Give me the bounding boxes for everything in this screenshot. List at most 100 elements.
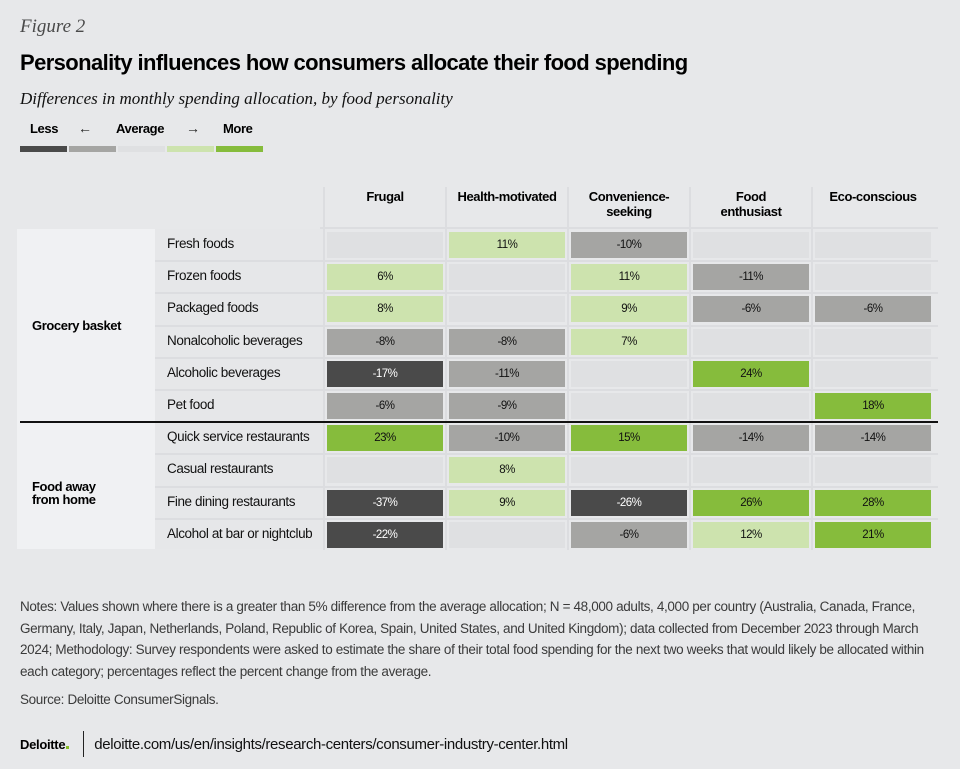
chart-subtitle: Differences in monthly spending allocati… xyxy=(20,89,453,108)
row-separator xyxy=(155,260,938,263)
heatmap-cell xyxy=(815,264,931,291)
column-separator xyxy=(689,187,691,550)
column-header: Health-motivated xyxy=(457,189,557,204)
chart-title: Personality influences how consumers all… xyxy=(20,50,688,75)
heatmap-cell: 8% xyxy=(327,296,443,323)
column-separator xyxy=(811,187,813,550)
row-label: Nonalcoholic beverages xyxy=(167,332,303,348)
source-text: Source: Deloitte ConsumerSignals. xyxy=(20,692,219,707)
heatmap-cell: -8% xyxy=(327,328,443,355)
heatmap-cell: 9% xyxy=(571,296,687,323)
legend-swatch-less xyxy=(69,146,116,152)
heatmap-cell xyxy=(693,328,809,355)
heatmap-cell xyxy=(815,360,931,387)
row-label: Quick service restaurants xyxy=(167,429,310,445)
row-label: Packaged foods xyxy=(167,300,259,316)
legend-swatch-average xyxy=(118,146,165,152)
heatmap-cell xyxy=(327,457,443,484)
heatmap-cell: -14% xyxy=(693,425,809,452)
column-header: Food enthusiast xyxy=(720,189,782,219)
heatmap-cell: 11% xyxy=(571,264,687,291)
row-separator xyxy=(155,485,938,488)
group-label: Food away from home xyxy=(32,478,96,507)
heatmap-table: Grocery basket Food away from home Frugal H… xyxy=(17,187,938,550)
heatmap-cell: -8% xyxy=(449,328,565,355)
heatmap-cell xyxy=(815,328,931,355)
row-label: Fresh foods xyxy=(167,236,234,251)
heatmap-cell xyxy=(571,393,687,419)
logo-text: Deloitte xyxy=(20,736,66,752)
notes-text: Notes: Values shown where there is a gre… xyxy=(20,599,924,679)
heatmap-cell: 8% xyxy=(449,457,565,484)
heatmap-cell: -11% xyxy=(449,360,565,387)
heatmap-cell xyxy=(449,296,565,323)
heatmap-cell: -17% xyxy=(327,360,443,387)
figure-label: Figure 2 xyxy=(20,16,86,37)
heatmap-cell: 15% xyxy=(571,425,687,452)
column-separator xyxy=(323,187,325,550)
heatmap-cell xyxy=(571,360,687,387)
column-header: Eco-conscious xyxy=(829,189,917,204)
heatmap-cell: 6% xyxy=(327,264,443,291)
column-separator xyxy=(445,187,447,550)
legend-swatch-more xyxy=(167,146,214,152)
heatmap-cell: -26% xyxy=(571,489,687,516)
row-separator xyxy=(155,292,938,295)
heatmap-cell: -6% xyxy=(693,296,809,323)
heatmap-cell xyxy=(449,521,565,548)
column-separator xyxy=(567,187,569,550)
heatmap-cell xyxy=(815,457,931,484)
left-arrow-icon: ← xyxy=(78,120,92,136)
heatmap-cell xyxy=(571,457,687,484)
heatmap-cell: 11% xyxy=(449,232,565,258)
heatmap-cell: -9% xyxy=(449,393,565,419)
column-header: Frugal xyxy=(366,189,404,204)
heatmap-cell xyxy=(327,232,443,258)
heatmap-cell: 24% xyxy=(693,360,809,387)
heatmap-cell: -11% xyxy=(693,264,809,291)
heatmap-cell: 26% xyxy=(693,489,809,516)
group-divider xyxy=(20,421,938,423)
heatmap-cell: 12% xyxy=(693,521,809,548)
right-arrow-icon: → xyxy=(186,120,200,136)
heatmap-cell xyxy=(449,264,565,291)
footer: Deloitte deloitte.com/us/en/insights/res… xyxy=(20,731,568,757)
heatmap-cell: 23% xyxy=(327,425,443,452)
heatmap-cell: -14% xyxy=(815,425,931,452)
header-separator xyxy=(320,227,938,229)
footer-url-link[interactable]: deloitte.com/us/en/insights/research-cen… xyxy=(94,735,568,753)
row-label: Casual restaurants xyxy=(167,461,274,477)
row-separator xyxy=(155,389,938,391)
group-background xyxy=(17,229,155,423)
group-background xyxy=(17,422,155,549)
legend-swatch-much-less xyxy=(20,146,67,152)
heatmap-cell: -37% xyxy=(327,489,443,516)
row-separator xyxy=(155,356,938,359)
legend-average-label: Average xyxy=(116,121,165,136)
footer-divider xyxy=(83,731,85,757)
heatmap-cell: -6% xyxy=(571,521,687,548)
row-label: Frozen foods xyxy=(167,268,241,284)
deloitte-logo: Deloitte xyxy=(20,736,70,752)
heatmap-cell: -10% xyxy=(449,425,565,452)
heatmap-cell: 7% xyxy=(571,328,687,355)
legend-less-label: Less xyxy=(30,121,59,136)
heatmap-cell xyxy=(693,457,809,484)
row-separator xyxy=(155,517,938,520)
heatmap-cell: -22% xyxy=(327,521,443,548)
heatmap-cell: -6% xyxy=(327,393,443,419)
heatmap-cell xyxy=(815,232,931,258)
heatmap-cell xyxy=(693,393,809,419)
color-legend: Less ← Average → More xyxy=(20,120,265,155)
heatmap-cell: -10% xyxy=(571,232,687,258)
heatmap-cell: 9% xyxy=(449,489,565,516)
logo-green-dot-icon xyxy=(66,745,70,749)
heatmap-cell: 18% xyxy=(815,393,931,419)
row-label: Fine dining restaurants xyxy=(167,493,296,509)
heatmap-cell: 28% xyxy=(815,489,931,516)
row-label: Pet food xyxy=(167,397,215,412)
heatmap-cell xyxy=(693,232,809,258)
heatmap-cell: 21% xyxy=(815,521,931,548)
row-separator xyxy=(155,453,938,456)
column-header: Convenience- seeking xyxy=(588,189,670,219)
